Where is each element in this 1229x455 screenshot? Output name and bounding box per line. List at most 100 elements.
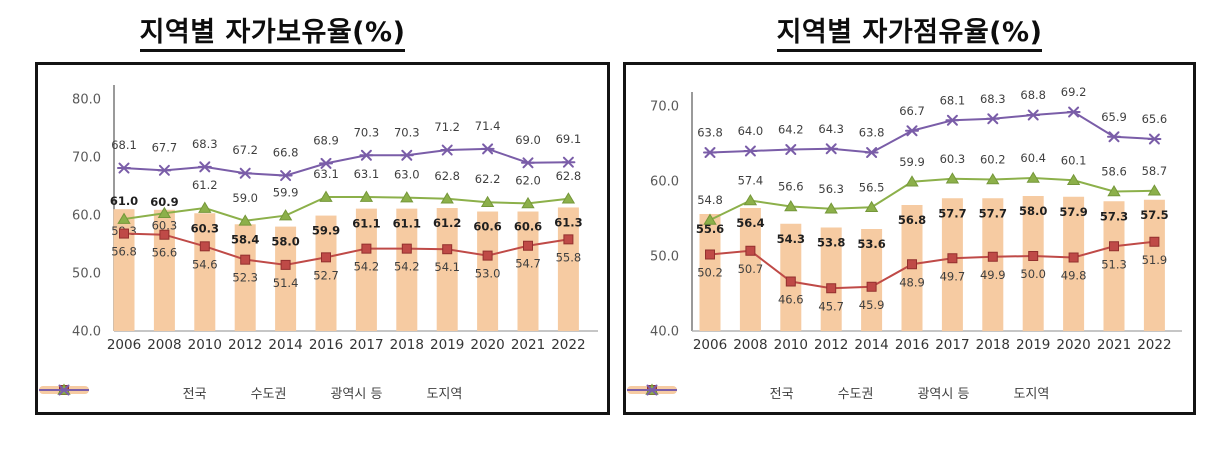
metropolitan-triangle-marker-icon — [359, 190, 374, 202]
data-label-capital-area: 55.8 — [556, 250, 582, 264]
occupancy-chart-title: 지역별 자가점유율(%) — [623, 10, 1196, 52]
y-tick-label: 50.0 — [72, 267, 101, 282]
data-label-province: 66.7 — [899, 104, 925, 118]
series-line-province — [709, 110, 1155, 154]
capital-area-square-marker-icon — [826, 283, 837, 294]
metropolitan-triangle-marker-icon — [117, 212, 131, 224]
data-label-metropolitan: 59.9 — [899, 155, 925, 169]
bar-2014 — [861, 229, 883, 331]
metropolitan-triangle-marker-icon — [480, 195, 495, 208]
bar-2020 — [477, 211, 499, 331]
capital-area-square-marker-icon — [199, 241, 210, 252]
data-label-metropolitan: 57.4 — [738, 174, 764, 188]
series-line-capital-area — [123, 232, 569, 266]
capital-area-square-marker-icon — [563, 234, 574, 245]
data-label-nationwide: 60.9 — [150, 195, 178, 209]
data-label-metropolitan: 59.0 — [232, 191, 258, 205]
data-label-nationwide: 56.4 — [736, 216, 764, 230]
capital-area-square-marker-icon — [401, 243, 412, 254]
metropolitan-triangle-marker-icon — [743, 194, 758, 206]
capital-area-square-marker-icon — [240, 254, 251, 265]
province-x-marker-icon — [57, 384, 71, 396]
province-x-marker-icon — [359, 149, 374, 161]
data-label-metropolitan: 62.0 — [515, 173, 541, 187]
legend-item-capital-area: 수도권 — [39, 383, 287, 402]
metropolitan-triangle-marker-icon — [278, 209, 293, 221]
x-tick-label: 2019 — [430, 337, 464, 353]
province-x-marker-icon — [1066, 106, 1081, 118]
capital-area-square-marker-icon — [1109, 241, 1119, 252]
data-label-province: 65.6 — [1142, 112, 1168, 126]
legend-item-metropolitan: 광역시 등 — [627, 383, 969, 402]
data-label-nationwide: 58.0 — [271, 235, 299, 249]
legend-swatch-province-icon — [627, 384, 677, 396]
metropolitan-triangle-marker-icon — [157, 206, 172, 219]
bar-2021 — [1103, 201, 1125, 331]
bar-2020 — [1063, 196, 1085, 331]
x-tick-label: 2014 — [268, 337, 302, 353]
data-label-capital-area: 56.6 — [152, 246, 178, 260]
data-label-nationwide: 56.8 — [898, 213, 926, 227]
series-line-metropolitan — [709, 176, 1155, 221]
bar-2019 — [1022, 196, 1044, 331]
province-x-marker-icon — [521, 157, 535, 169]
metropolitan-triangle-marker-icon — [440, 192, 454, 204]
data-label-province: 69.1 — [556, 132, 582, 146]
data-label-nationwide: 59.9 — [312, 224, 340, 238]
capital-area-square-marker-icon — [866, 281, 877, 292]
metropolitan-triangle-marker-icon — [319, 190, 333, 202]
data-label-capital-area: 54.7 — [515, 257, 541, 271]
data-label-nationwide: 57.7 — [938, 206, 966, 220]
metropolitan-triangle-marker-icon — [238, 214, 252, 226]
data-label-capital-area: 54.1 — [434, 260, 460, 274]
capital-area-square-marker-icon — [159, 229, 170, 240]
province-x-marker-icon — [278, 170, 293, 182]
data-label-nationwide: 57.7 — [979, 206, 1007, 220]
data-label-capital-area: 54.2 — [354, 260, 380, 274]
y-tick-label: 60.0 — [650, 175, 679, 190]
data-label-metropolitan: 63.1 — [354, 167, 380, 181]
x-tick-label: 2021 — [511, 337, 545, 353]
capital-area-square-marker-icon — [705, 249, 715, 260]
bar-2022 — [1143, 199, 1165, 331]
capital-area-square-marker-icon — [361, 243, 372, 254]
x-tick-label: 2014 — [854, 337, 888, 353]
data-label-capital-area: 53.0 — [475, 267, 501, 281]
data-label-metropolitan: 60.3 — [152, 218, 178, 232]
series-line-metropolitan — [123, 196, 569, 222]
x-tick-label: 2017 — [935, 337, 969, 353]
x-tick-label: 2017 — [349, 337, 383, 353]
data-label-province: 69.0 — [515, 133, 541, 147]
data-label-metropolitan: 58.6 — [1101, 165, 1127, 179]
province-x-marker-icon — [783, 144, 798, 155]
legend-label-capital-area: 수도권 — [250, 387, 287, 402]
data-label-metropolitan: 56.3 — [818, 182, 844, 196]
data-label-province: 68.8 — [1020, 88, 1046, 102]
data-label-nationwide: 53.6 — [857, 237, 885, 251]
capital-area-square-marker-icon — [987, 251, 998, 262]
data-label-metropolitan: 59.9 — [273, 186, 299, 200]
data-label-nationwide: 61.3 — [554, 215, 582, 229]
capital-area-square-marker-icon — [523, 240, 533, 251]
bar-2012 — [234, 224, 256, 331]
data-label-capital-area: 56.8 — [111, 245, 137, 259]
x-tick-label: 2022 — [551, 337, 585, 353]
province-x-marker-icon — [1026, 109, 1041, 121]
data-label-capital-area: 49.9 — [980, 268, 1006, 282]
data-label-nationwide: 61.0 — [110, 194, 138, 208]
data-label-province: 70.3 — [354, 125, 380, 139]
data-label-metropolitan: 62.8 — [556, 169, 582, 183]
data-label-province: 63.8 — [859, 126, 885, 140]
occupancy-chart-legend: 전국 수도권 광역시 등 도지역 — [626, 383, 1193, 402]
x-tick-label: 2008 — [147, 337, 181, 353]
data-label-nationwide: 60.6 — [473, 220, 501, 234]
legend-item-nationwide: 전국 — [627, 383, 794, 402]
province-x-marker-icon — [238, 167, 253, 179]
data-label-metropolitan: 60.3 — [940, 152, 966, 166]
data-label-province: 63.8 — [697, 126, 723, 140]
legend-label-nationwide: 전국 — [769, 387, 794, 402]
data-label-capital-area: 49.8 — [1061, 269, 1087, 283]
x-tick-label: 2016 — [895, 337, 929, 353]
series-line-capital-area — [709, 240, 1155, 290]
